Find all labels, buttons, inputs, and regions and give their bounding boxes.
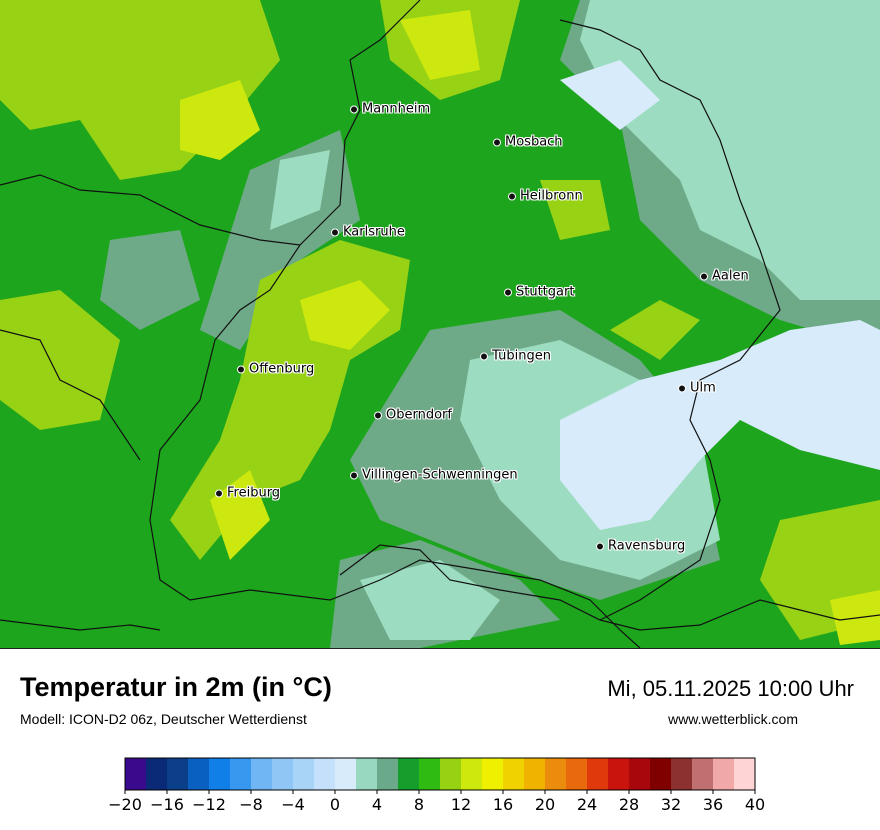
city-dot-icon <box>493 138 501 146</box>
legend-swatch <box>125 758 147 790</box>
legend-tick-label: 24 <box>577 795 597 814</box>
legend-tick-label: 8 <box>414 795 424 814</box>
city-dot-icon <box>480 352 488 360</box>
legend-swatch <box>608 758 630 790</box>
legend-swatch <box>482 758 504 790</box>
legend-tick-label: 32 <box>661 795 681 814</box>
legend-swatch <box>524 758 546 790</box>
city-stuttgart[interactable]: Stuttgart <box>504 285 574 300</box>
legend-swatch <box>398 758 420 790</box>
city-dot-icon <box>237 365 245 373</box>
city-dot-icon <box>700 272 708 280</box>
city-dot-icon <box>331 228 339 236</box>
legend-swatch <box>419 758 441 790</box>
city-freiburg[interactable]: Freiburg <box>215 486 280 501</box>
forecast-datetime: Mi, 05.11.2025 10:00 Uhr <box>607 676 854 701</box>
city-villingen-schwenningen[interactable]: Villingen-Schwenningen <box>350 468 518 483</box>
map-title: Temperatur in 2m (in °C) <box>20 672 332 702</box>
legend-tick-label: −20 <box>108 795 142 814</box>
legend-swatch <box>335 758 357 790</box>
city-offenburg[interactable]: Offenburg <box>237 362 314 377</box>
legend-tick-label: 40 <box>745 795 765 814</box>
legend-swatch <box>545 758 567 790</box>
model-info: Modell: ICON-D2 06z, Deutscher Wetterdie… <box>20 711 307 727</box>
city-karlsruhe[interactable]: Karlsruhe <box>331 225 405 240</box>
legend-ticks: −20 −16 −12 −8 −4 0 4 8 12 16 20 24 28 32 36 40 <box>108 790 765 814</box>
legend-swatch <box>461 758 483 790</box>
city-dot-icon <box>374 411 382 419</box>
legend-swatch <box>272 758 294 790</box>
city-mannheim[interactable]: Mannheim <box>350 102 430 117</box>
legend-swatch <box>734 758 756 790</box>
legend-tick-label: −16 <box>150 795 184 814</box>
city-mosbach[interactable]: Mosbach <box>493 135 563 150</box>
legend-tick-label: 0 <box>330 795 340 814</box>
city-dot-icon <box>508 192 516 200</box>
legend-tick-label: −4 <box>281 795 305 814</box>
city-dot-icon <box>596 542 604 550</box>
legend-swatch <box>377 758 399 790</box>
legend-tick-label: −12 <box>192 795 226 814</box>
legend-tick-label: −8 <box>239 795 263 814</box>
city-ulm[interactable]: Ulm <box>678 381 716 396</box>
city-dot-icon <box>350 105 358 113</box>
legend-swatch <box>440 758 462 790</box>
legend-swatch <box>209 758 231 790</box>
city-dot-icon <box>350 471 358 479</box>
city-dot-icon <box>678 384 686 392</box>
legend-swatch <box>671 758 693 790</box>
legend-swatch <box>356 758 378 790</box>
city-dot-icon <box>504 288 512 296</box>
city-aalen[interactable]: Aalen <box>700 269 749 284</box>
map-borders <box>0 0 880 648</box>
legend-tick-label: 4 <box>372 795 382 814</box>
website-link[interactable]: www.wetterblick.com <box>668 711 798 727</box>
temperature-map[interactable]: Mannheim Mosbach Heilbronn Karlsruhe Stu… <box>0 0 880 649</box>
legend-tick-label: 16 <box>493 795 513 814</box>
map-zone-pale-blue <box>560 60 880 530</box>
legend-swatch <box>692 758 714 790</box>
color-legend: −20 −16 −12 −8 −4 0 4 8 12 16 20 24 28 32 36 40 <box>108 757 765 814</box>
legend-swatch <box>293 758 315 790</box>
city-dot-icon <box>215 489 223 497</box>
legend-tick-label: 28 <box>619 795 639 814</box>
legend-swatches <box>125 758 756 790</box>
legend-tick-label: 36 <box>703 795 723 814</box>
legend-swatch <box>251 758 273 790</box>
legend-swatch <box>566 758 588 790</box>
map-zone-yellow-green <box>180 10 880 645</box>
city-oberndorf[interactable]: Oberndorf <box>374 408 452 423</box>
legend-swatch <box>146 758 168 790</box>
map-canvas <box>0 0 880 648</box>
legend-swatch <box>587 758 609 790</box>
legend-swatch <box>713 758 735 790</box>
legend-swatch <box>167 758 189 790</box>
legend-tick-label: 12 <box>451 795 471 814</box>
legend-swatch <box>314 758 336 790</box>
legend-swatch <box>503 758 525 790</box>
legend-swatch <box>230 758 252 790</box>
legend-swatch <box>188 758 210 790</box>
legend-frame <box>124 757 756 791</box>
legend-swatch <box>629 758 651 790</box>
legend-swatch <box>650 758 672 790</box>
city-ravensburg[interactable]: Ravensburg <box>596 539 685 554</box>
city-tuebingen[interactable]: Tübingen <box>480 349 551 364</box>
city-heilbronn[interactable]: Heilbronn <box>508 189 583 204</box>
legend-tick-label: 20 <box>535 795 555 814</box>
